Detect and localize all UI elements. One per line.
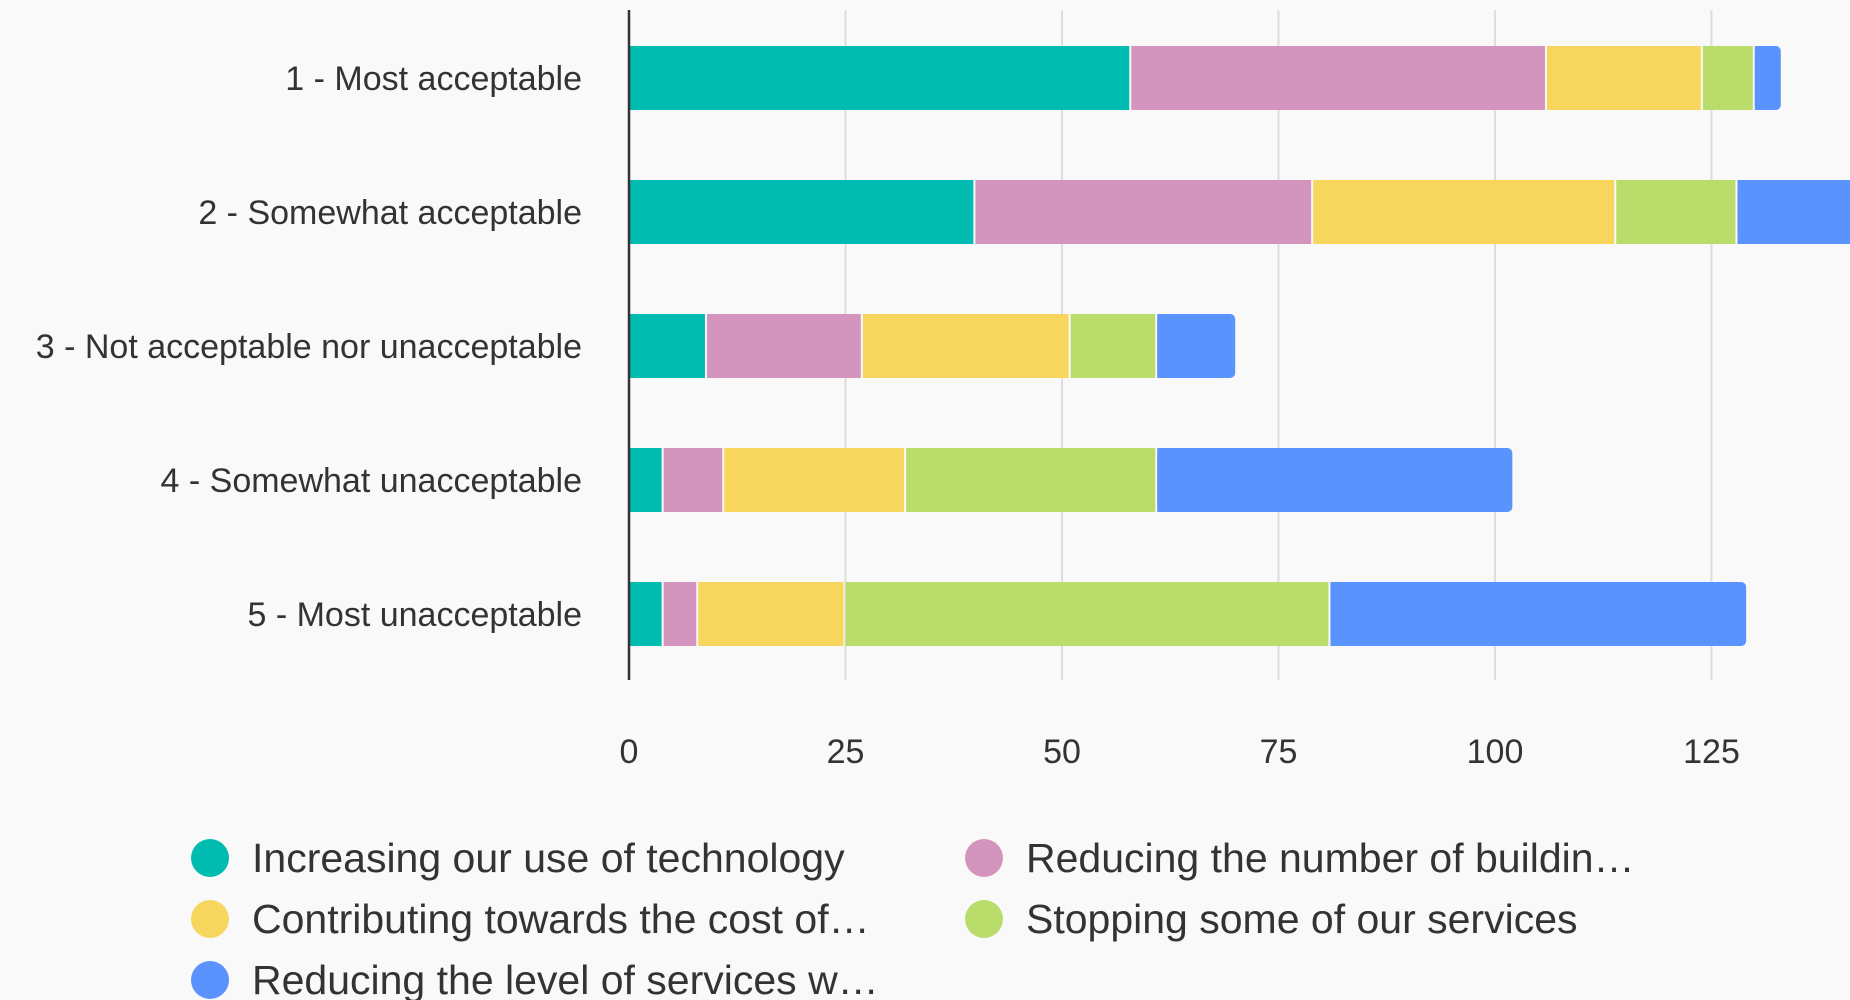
bar-segment-2-series-2[interactable] bbox=[975, 180, 1312, 244]
bar-segment-2-series-1[interactable] bbox=[629, 180, 974, 244]
bar-segment-1-series-4[interactable] bbox=[1702, 46, 1753, 110]
bar-segment-5-series-1[interactable] bbox=[629, 582, 662, 646]
category-label-1: 1 - Most acceptable bbox=[285, 60, 582, 98]
bar-segment-5-series-4[interactable] bbox=[845, 582, 1329, 646]
bar-segment-3-series-5[interactable] bbox=[1157, 314, 1236, 378]
legend-marker-4 bbox=[965, 900, 1003, 938]
legend-label-1: Increasing our use of technology bbox=[252, 835, 845, 881]
legend-label-4: Stopping some of our services bbox=[1026, 896, 1578, 942]
bar-segment-4-series-2[interactable] bbox=[663, 448, 723, 512]
bar-segment-2-series-3[interactable] bbox=[1313, 180, 1615, 244]
legend-label-5: Reducing the level of services w… bbox=[252, 957, 879, 1000]
x-tick-label-0: 0 bbox=[620, 733, 639, 771]
category-labels: 1 - Most acceptable 2 - Somewhat acceptab… bbox=[36, 60, 582, 634]
legend-item-3[interactable]: Contributing towards the cost of… bbox=[191, 896, 870, 942]
bar-segment-5-series-2[interactable] bbox=[663, 582, 697, 646]
bar-segment-1-series-1[interactable] bbox=[629, 46, 1130, 110]
bar-segment-1-series-2[interactable] bbox=[1131, 46, 1545, 110]
legend-item-2[interactable]: Reducing the number of buildin… bbox=[965, 835, 1635, 881]
bar-segment-4-series-3[interactable] bbox=[724, 448, 905, 512]
grid-lines bbox=[844, 10, 1713, 680]
legend-marker-1 bbox=[191, 839, 229, 877]
legend-item-1[interactable]: Increasing our use of technology bbox=[191, 835, 845, 881]
category-label-4: 4 - Somewhat unacceptable bbox=[161, 462, 582, 500]
bar-segment-4-series-5[interactable] bbox=[1157, 448, 1513, 512]
bar-segment-3-series-5-edge bbox=[1157, 314, 1166, 378]
x-tick-label-100: 100 bbox=[1467, 733, 1524, 771]
legend-item-4[interactable]: Stopping some of our services bbox=[965, 896, 1578, 942]
legend-marker-5 bbox=[191, 961, 229, 999]
category-label-3: 3 - Not acceptable nor unacceptable bbox=[36, 328, 582, 366]
bar-segment-5-series-3[interactable] bbox=[698, 582, 844, 646]
x-tick-label-25: 25 bbox=[827, 733, 865, 771]
bar-segment-3-series-3[interactable] bbox=[862, 314, 1069, 378]
legend-label-2: Reducing the number of buildin… bbox=[1026, 835, 1635, 881]
bar-segment-3-series-4[interactable] bbox=[1070, 314, 1156, 378]
bar-segment-1-series-3[interactable] bbox=[1546, 46, 1701, 110]
bar-segment-2-series-5[interactable] bbox=[1737, 180, 1850, 244]
bar-segment-1-series-5-edge bbox=[1754, 46, 1763, 110]
bar-segment-4-series-1[interactable] bbox=[629, 448, 662, 512]
bar-segment-3-series-2[interactable] bbox=[706, 314, 861, 378]
legend-item-5[interactable]: Reducing the level of services w… bbox=[191, 957, 879, 1000]
legend: Increasing our use of technology Reducing… bbox=[191, 835, 1635, 1000]
bar-segment-5-series-5-edge bbox=[1330, 582, 1339, 646]
x-tick-label-125: 125 bbox=[1683, 733, 1740, 771]
x-tick-labels: 0 25 50 75 100 125 bbox=[620, 733, 1740, 771]
bar-segment-2-series-5-edge bbox=[1737, 180, 1746, 244]
category-label-2: 2 - Somewhat acceptable bbox=[198, 194, 582, 232]
bar-segment-5-series-5[interactable] bbox=[1330, 582, 1747, 646]
category-label-5: 5 - Most unacceptable bbox=[247, 596, 582, 634]
x-tick-label-75: 75 bbox=[1260, 733, 1298, 771]
bar-segment-4-series-4[interactable] bbox=[906, 448, 1156, 512]
bar-segment-2-series-4[interactable] bbox=[1616, 180, 1736, 244]
bar-segment-4-series-5-edge bbox=[1157, 448, 1166, 512]
legend-marker-2 bbox=[965, 839, 1003, 877]
legend-label-3: Contributing towards the cost of… bbox=[252, 896, 870, 942]
bars bbox=[629, 46, 1850, 646]
bar-segment-3-series-1[interactable] bbox=[629, 314, 705, 378]
x-tick-label-50: 50 bbox=[1043, 733, 1081, 771]
legend-marker-3 bbox=[191, 900, 229, 938]
